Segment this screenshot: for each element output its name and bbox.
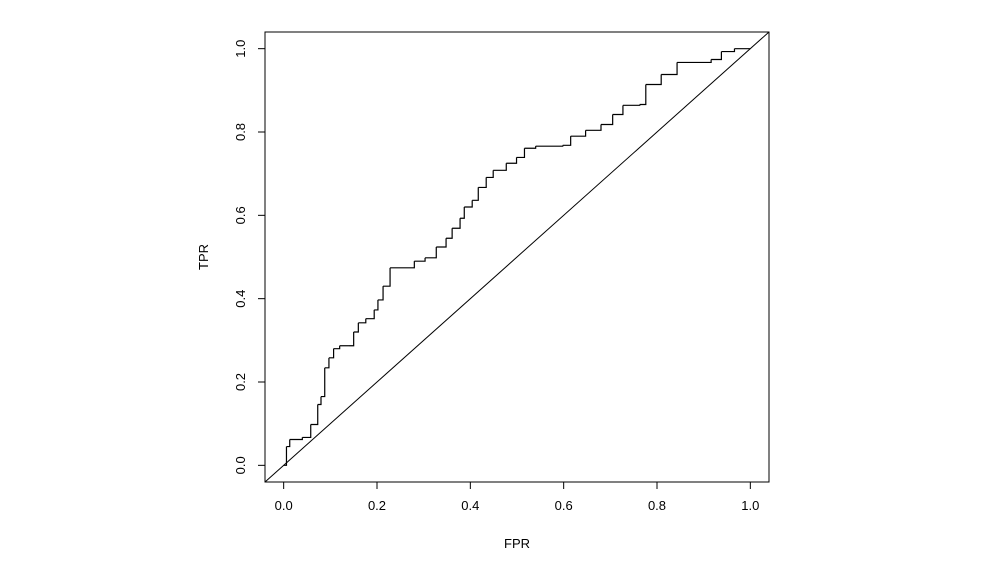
roc-step	[286, 439, 291, 448]
roc-step	[601, 114, 614, 126]
roc-step	[349, 332, 355, 347]
y-tick-label: 0.2	[233, 373, 248, 391]
roc-step	[333, 345, 341, 350]
y-tick-label: 0.0	[233, 456, 248, 474]
roc-step	[412, 261, 415, 269]
roc-step	[516, 148, 526, 159]
roc-step	[524, 146, 537, 149]
roc-step	[570, 130, 587, 137]
roc-step	[383, 267, 391, 287]
y-tick-label: 0.6	[233, 206, 248, 224]
plot-box	[264, 31, 770, 483]
x-tick-label: 1.0	[741, 498, 759, 513]
reference-line	[264, 31, 770, 483]
roc-step	[460, 207, 465, 219]
roc-step	[436, 238, 447, 248]
x-tick-label: 0.4	[461, 498, 479, 513]
roc-step	[328, 348, 335, 359]
roc-step	[661, 62, 678, 76]
roc-step	[464, 200, 473, 208]
roc-step	[324, 357, 330, 369]
roc-step	[289, 437, 303, 441]
roc-step	[446, 228, 453, 239]
roc-step	[353, 322, 359, 333]
roc-step	[452, 218, 461, 229]
roc-step	[493, 163, 507, 171]
roc-step	[302, 424, 312, 439]
roc-step	[310, 404, 319, 426]
roc-step	[377, 286, 384, 301]
roc-step	[622, 104, 641, 106]
roc-step	[486, 170, 494, 179]
y-tick-label: 1.0	[233, 40, 248, 58]
roc-step	[478, 177, 487, 189]
x-tick-label: 0.6	[555, 498, 573, 513]
roc-step	[414, 257, 426, 262]
roc-step	[585, 124, 602, 131]
roc-step	[374, 299, 379, 311]
roc-step	[639, 84, 647, 106]
roc-step	[721, 48, 736, 53]
roc-step	[562, 136, 572, 146]
roc-step	[612, 105, 624, 116]
roc-step	[645, 74, 662, 86]
roc-step	[535, 145, 564, 147]
x-axis-label: FPR	[504, 536, 530, 551]
x-tick-label: 0.8	[648, 498, 666, 513]
y-axis-label: TPR	[196, 244, 211, 270]
x-tick-label: 0.2	[368, 498, 386, 513]
roc-step	[358, 318, 367, 324]
roc-step	[472, 187, 479, 201]
roc-step	[677, 59, 712, 64]
y-tick-label: 0.8	[233, 123, 248, 141]
roc-step	[321, 367, 326, 398]
roc-step	[283, 446, 288, 466]
x-tick-label: 0.0	[275, 498, 293, 513]
roc-step	[365, 309, 375, 320]
roc-step	[506, 157, 518, 164]
roc-step	[425, 247, 437, 259]
roc-step	[317, 396, 322, 406]
roc-step	[711, 51, 722, 61]
y-tick-label: 0.4	[233, 290, 248, 308]
